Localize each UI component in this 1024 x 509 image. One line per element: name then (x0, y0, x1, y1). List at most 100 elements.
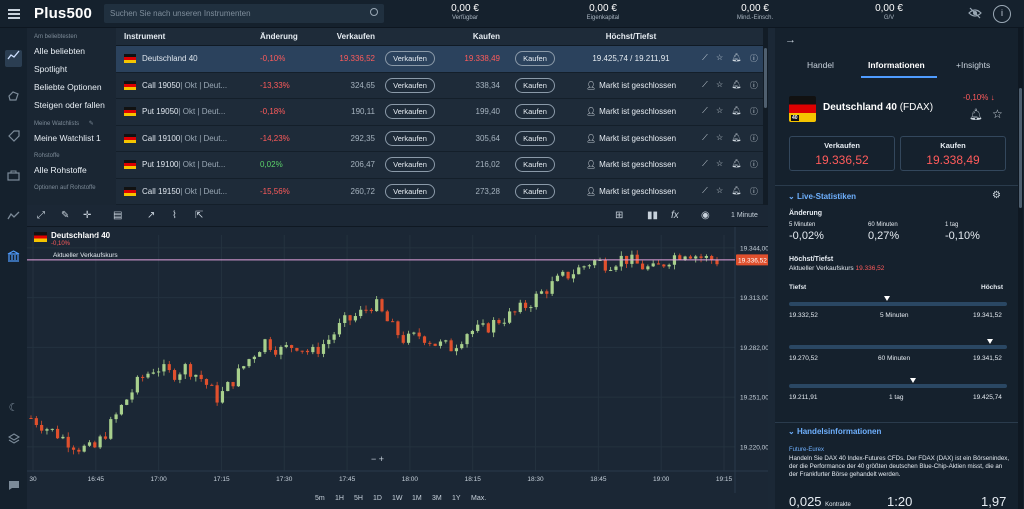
tab-trade[interactable]: Handel (807, 60, 834, 70)
dark-mode-icon[interactable]: ☾ (8, 402, 19, 414)
sell-button[interactable]: Verkaufen (385, 157, 435, 173)
sell-button[interactable]: Verkaufen (385, 77, 435, 93)
interval-select[interactable]: 1 Minute (731, 212, 758, 219)
annotation-icon[interactable]: ▤ (113, 210, 123, 221)
timeframe-max[interactable]: Max. (471, 495, 487, 502)
search-input[interactable]: Suchen Sie nach unseren Instrumenten (104, 4, 384, 23)
sidebar-item-watchlist-1[interactable]: Meine Watchlist 1 (34, 133, 101, 143)
bell-icon[interactable]: 🔔︎ (731, 185, 742, 195)
layout-icon[interactable]: ⊞ (615, 210, 624, 221)
info-icon[interactable]: ⓘ (749, 80, 758, 90)
crosshair-icon[interactable]: ✛ (83, 210, 92, 221)
timeframe-1m[interactable]: 1M (412, 495, 422, 502)
star-icon[interactable]: ☆ (716, 185, 724, 195)
buy-button[interactable]: Kaufen (515, 130, 555, 146)
sell-button[interactable]: Verkaufen (385, 183, 435, 199)
star-icon[interactable]: ☆ (716, 106, 724, 116)
timeframe-5m[interactable]: 5m (315, 495, 325, 502)
indicator-icon[interactable]: ⌇ (172, 210, 177, 221)
sidebar-item-all-popular[interactable]: Alle beliebten (34, 46, 86, 56)
portfolio-nav-icon[interactable] (5, 170, 22, 187)
star-icon[interactable]: ☆ (716, 159, 724, 169)
layers-icon[interactable] (5, 433, 22, 450)
info-icon[interactable]: ⓘ (749, 107, 758, 117)
chart-icon[interactable]: ⟋ (702, 159, 708, 169)
panel-scrollbar[interactable] (1018, 28, 1023, 509)
bank-nav-icon[interactable] (5, 250, 22, 267)
sidebar-item-rise-or-fall[interactable]: Steigen oder fallen (34, 100, 105, 110)
table-row[interactable]: Put 19100 | Okt | Deut... 0,02% 206,47 Verk… (116, 152, 768, 179)
table-row[interactable]: Put 19050 | Okt | Deut... -0,18% 190,11 Ver… (116, 99, 768, 126)
buy-button[interactable]: Kaufen (515, 157, 555, 173)
timeframe-3m[interactable]: 3M (432, 495, 442, 502)
sell-button[interactable]: Verkaufen (385, 51, 435, 67)
hide-balance-icon[interactable] (968, 7, 982, 21)
chart-icon[interactable]: ⟋ (702, 132, 708, 142)
draw-icon[interactable]: ✎ (61, 210, 70, 221)
table-row[interactable]: Call 19150 | Okt | Deut... -15,56% 260,72 V… (116, 179, 768, 205)
timeframe-1y[interactable]: 1Y (452, 495, 461, 502)
candle-type-icon[interactable]: ▮▮ (647, 210, 659, 221)
sell-button[interactable]: Verkaufen (385, 130, 435, 146)
timeframe-1d[interactable]: 1D (373, 495, 382, 502)
search-icon[interactable] (370, 8, 378, 16)
fullscreen-icon[interactable]: ⤢ (37, 210, 45, 221)
chart-nav-icon[interactable] (5, 50, 22, 67)
info-icon[interactable]: ⓘ (749, 186, 758, 196)
trendline-icon[interactable]: ↗ (147, 210, 156, 221)
edit-icon[interactable]: ✎ (88, 121, 94, 127)
bell-icon[interactable]: 🔔︎ (731, 53, 742, 63)
visibility-icon[interactable]: ◉ (701, 210, 710, 221)
table-scrollbar[interactable] (763, 28, 768, 205)
buy-price-box[interactable]: Kaufen 19.338,49 (900, 136, 1006, 171)
trend-nav-icon[interactable] (5, 210, 22, 227)
info-icon[interactable]: ⓘ (749, 133, 758, 143)
menu-icon[interactable] (8, 9, 20, 19)
star-icon[interactable]: ☆ (716, 53, 724, 63)
info-icon[interactable]: ⓘ (749, 54, 758, 64)
buy-button[interactable]: Kaufen (515, 104, 555, 120)
candlestick-chart[interactable]: Aktueller Verkaufskurs 19.344,00 19.313,00… (27, 227, 768, 493)
trade-info-heading[interactable]: ⌄ Handelsinformationen (788, 427, 882, 436)
chart-icon[interactable]: ⟋ (702, 53, 708, 63)
positions-nav-icon[interactable] (5, 90, 22, 107)
info-icon[interactable]: i (993, 5, 1011, 23)
buy-button[interactable]: Kaufen (515, 77, 555, 93)
timeframe-1h[interactable]: 1H (335, 495, 344, 502)
bell-icon[interactable]: 🔔︎ (731, 159, 742, 169)
range-low: 19.211,91 (789, 394, 818, 401)
buy-button[interactable]: Kaufen (515, 183, 555, 199)
sidebar-item-spotlight[interactable]: Spotlight (34, 64, 68, 74)
chart-icon[interactable]: ⟋ (702, 106, 708, 116)
sidebar-item-popular-options[interactable]: Beliebte Optionen (34, 82, 102, 92)
bell-icon[interactable]: 🔔︎ (731, 132, 742, 142)
chat-icon[interactable] (5, 480, 22, 497)
info-icon[interactable]: ⓘ (749, 160, 758, 170)
external-link-icon[interactable]: ⇱ (195, 210, 204, 221)
favorite-star-icon[interactable]: ☆ (992, 107, 1003, 121)
timeframe-1w[interactable]: 1W (392, 495, 403, 502)
sell-button[interactable]: Verkaufen (385, 104, 435, 120)
buy-button[interactable]: Kaufen (515, 51, 555, 67)
star-icon[interactable]: ☆ (716, 132, 724, 142)
collapse-arrow-icon[interactable]: → (785, 34, 796, 46)
alert-add-icon[interactable]: ⚙ (992, 190, 1001, 201)
timeframe-5h[interactable]: 5H (354, 495, 363, 502)
function-icon[interactable]: fx (671, 210, 679, 221)
sell-price-box[interactable]: Verkaufen 19.336,52 (789, 136, 895, 171)
bell-icon[interactable]: 🔔︎ (731, 79, 742, 89)
bell-icon[interactable]: 🔔︎ (731, 106, 742, 116)
chart-icon[interactable]: ⟋ (702, 79, 708, 89)
table-row[interactable]: Deutschland 40 -0,10% 19.336,52 Verkaufen 19… (116, 46, 768, 73)
table-row[interactable]: Call 19100 | Okt | Deut... -14,23% 292,35 V… (116, 126, 768, 152)
chart-icon[interactable]: ⟋ (702, 185, 708, 195)
tab-information[interactable]: Informationen (868, 60, 925, 70)
alert-bell-icon[interactable]: 🔔︎ (969, 109, 983, 121)
tab-insights[interactable]: +Insights (956, 60, 991, 70)
sidebar-item-all-commodities[interactable]: Alle Rohstoffe (34, 165, 87, 175)
table-row[interactable]: Call 19050 | Okt | Deut... -13,33% 324,65 V… (116, 73, 768, 99)
live-stats-heading[interactable]: ⌄ Live-Statistiken (788, 192, 857, 201)
star-icon[interactable]: ☆ (716, 79, 724, 89)
tag-nav-icon[interactable] (5, 130, 22, 147)
zoom-controls[interactable]: − + (371, 454, 384, 464)
